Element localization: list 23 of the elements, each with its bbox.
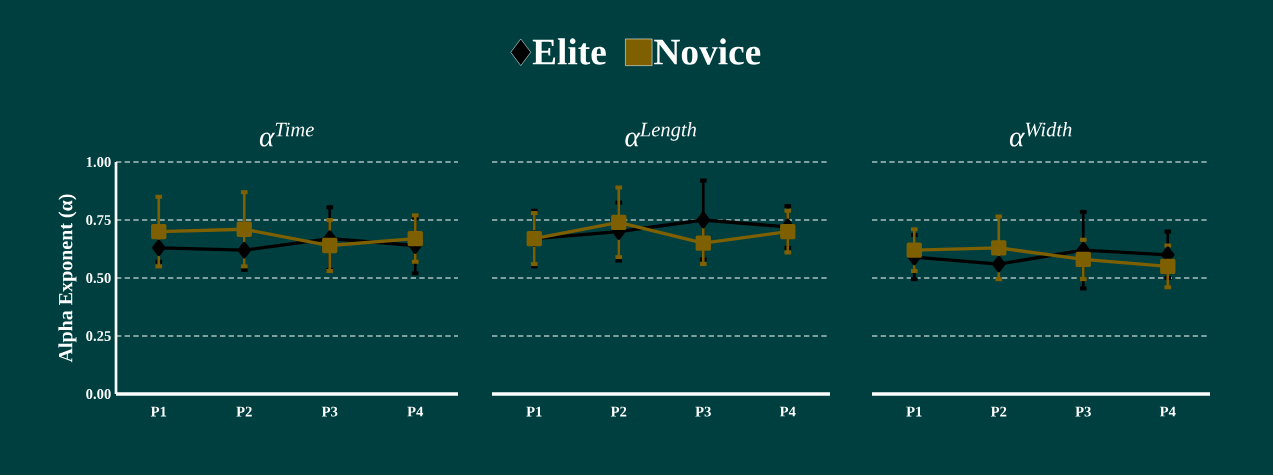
x-tick-label: P4 [1159,406,1176,417]
x-tick-label: P3 [1075,406,1091,417]
x-tick-label: P1 [150,406,167,417]
legend-label: Novice [654,38,761,65]
x-tick-label: P2 [236,406,252,417]
y-tick-label: 0.50 [86,273,111,283]
x-tick-label: P3 [321,406,338,417]
x-tick-label: P4 [407,406,424,417]
y-tick-label: 0.25 [86,331,111,341]
y-tick-label: 1.00 [86,157,111,167]
x-tick-label: P1 [526,406,542,417]
x-tick-label: P1 [906,406,922,417]
x-tick-label: P2 [610,406,627,417]
chart-title: α$^{Width}$ [1009,122,1072,147]
y-tick-label: 0.75 [86,215,111,225]
y-axis-title: Alpha Exponent (α) [58,194,77,363]
x-tick-label: P2 [990,406,1007,417]
chart-title: α$^{Length}$ [625,122,697,147]
x-tick-label: P3 [695,406,711,417]
x-tick-label: P4 [779,406,796,417]
chart-title: α$^{Time}$ [259,122,314,147]
y-tick-label: 0.00 [86,389,111,399]
legend-label: Elite [532,38,606,65]
